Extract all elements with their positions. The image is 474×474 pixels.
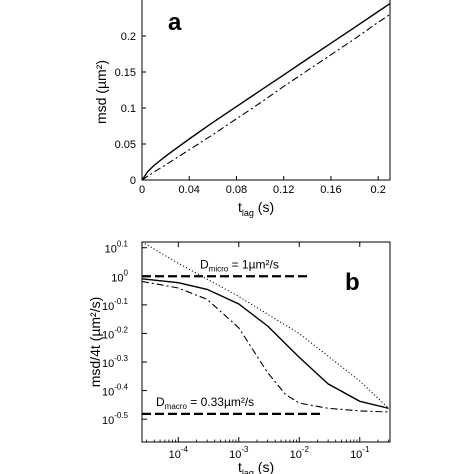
x-tick-label: 10-3 xyxy=(229,445,249,461)
y-axis-label-a: msd (µm²) xyxy=(93,60,109,124)
x-axis-label-main: t xyxy=(238,459,242,474)
y-tick-label: 0.15 xyxy=(115,67,136,79)
y-tick-base: 10 xyxy=(102,329,114,341)
x-tick-label: 10-1 xyxy=(350,445,370,461)
x-tick-exponent: -2 xyxy=(302,445,310,454)
x-tick-label: 0.2 xyxy=(371,184,386,196)
panel-a: 0 0.04 0.08 0.12 0.16 0.2 0 0.05 0.1 0.15 0.2 a tlag… xyxy=(93,0,391,218)
x-axis-label-sub: lag xyxy=(242,208,254,218)
d-micro-prefix: D xyxy=(200,257,209,271)
y-tick-label: 10-0.1 xyxy=(102,297,129,313)
y-tick-exponent: -0.2 xyxy=(114,325,128,334)
y-tick-label: 0 xyxy=(130,175,136,187)
d-macro-value: = 0.33µm²/s xyxy=(187,395,254,409)
series-line-b-dashdot xyxy=(142,280,389,413)
x-axis-label-b: tlag (s) xyxy=(238,459,274,474)
y-tick-base: 10 xyxy=(102,387,114,399)
x-tick-label: 0 xyxy=(139,184,145,196)
panel-label-b: b xyxy=(345,269,360,296)
y-tick-exponent: 0.1 xyxy=(117,240,129,249)
x-axis-label-sub: lag xyxy=(242,468,254,474)
y-tick-label: 10-0.2 xyxy=(102,325,129,341)
y-tick-exponent: 0 xyxy=(124,268,129,277)
x-tick-label: 0.08 xyxy=(226,184,247,196)
x-tick-exponent: -4 xyxy=(181,445,189,454)
series-line-a-solid xyxy=(141,3,391,181)
panel-label-a: a xyxy=(168,9,182,36)
y-tick-exponent: -0.5 xyxy=(114,411,128,420)
y-tick-label: 10-0.4 xyxy=(102,383,129,399)
y-tick-base: 10 xyxy=(102,358,114,370)
y-axis-label-b: msd/4t (µm²/s) xyxy=(87,297,103,388)
y-tick-exponent: -0.1 xyxy=(114,297,128,306)
y-tick-label: 10-0.3 xyxy=(102,354,129,370)
x-axis-label-main: t xyxy=(238,199,242,215)
x-tick-base: 10 xyxy=(169,449,181,461)
d-macro-label: Dmacro = 0.33µm²/s xyxy=(156,395,254,411)
x-tick-base: 10 xyxy=(229,449,241,461)
x-tick-label: 0.16 xyxy=(320,184,341,196)
y-tick-base: 10 xyxy=(102,301,114,313)
y-tick-label: 0.05 xyxy=(115,139,136,151)
y-tick-base: 10 xyxy=(111,272,123,284)
y-tick-label: 100 xyxy=(111,268,128,284)
x-tick-base: 10 xyxy=(350,449,362,461)
series-line-a-dashdot xyxy=(141,13,391,181)
d-macro-sub: macro xyxy=(165,402,188,411)
x-tick-base: 10 xyxy=(290,449,302,461)
y-tick-label: 100.1 xyxy=(105,240,129,256)
y-tick-label: 10-0.5 xyxy=(102,411,129,427)
d-micro-sub: micro xyxy=(209,264,229,273)
x-tick-label: 10-4 xyxy=(169,445,189,461)
x-axis-label-unit: (s) xyxy=(254,199,274,215)
x-axis-label-a: tlag (s) xyxy=(238,199,274,218)
plot-frame-b xyxy=(141,241,391,443)
y-tick-label: 0.1 xyxy=(121,103,136,115)
y-tick-exponent: -0.4 xyxy=(114,383,128,392)
y-tick-base: 10 xyxy=(102,415,114,427)
y-tick-label: 0.2 xyxy=(121,31,136,43)
d-micro-value: = 1µm²/s xyxy=(228,257,279,271)
plot-frame-a xyxy=(141,0,391,181)
x-tick-label: 0.04 xyxy=(179,184,200,196)
d-macro-prefix: D xyxy=(156,395,165,409)
y-tick-base: 10 xyxy=(105,244,117,256)
x-tick-exponent: -1 xyxy=(362,445,370,454)
series-line-b-solid xyxy=(142,278,389,409)
x-tick-exponent: -3 xyxy=(241,445,249,454)
series-line-b-dotted xyxy=(142,242,389,409)
x-axis-label-unit: (s) xyxy=(254,459,274,474)
y-tick-exponent: -0.3 xyxy=(114,354,128,363)
x-tick-label: 0.12 xyxy=(273,184,294,196)
panel-b: 10-4 10-3 10-2 10-1100.110010-0.110-0.210-0… xyxy=(87,240,391,474)
x-tick-label: 10-2 xyxy=(290,445,310,461)
d-micro-label: Dmicro = 1µm²/s xyxy=(200,257,279,273)
